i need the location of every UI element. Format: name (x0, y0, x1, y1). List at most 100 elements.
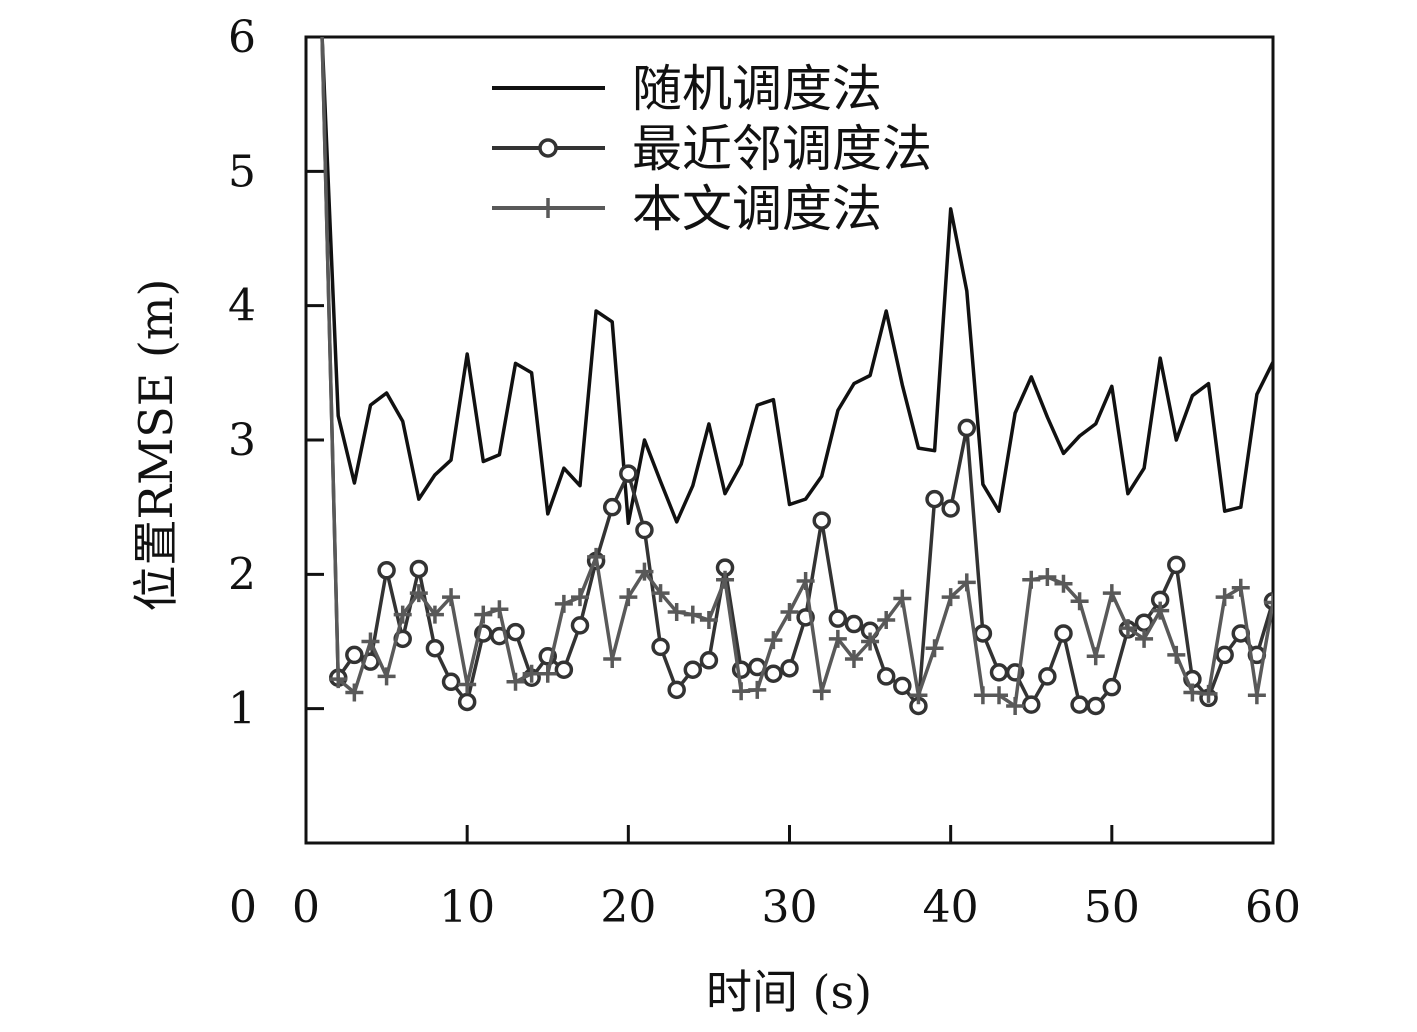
data-point (554, 594, 573, 613)
data-point (1070, 695, 1089, 714)
data-point (748, 680, 767, 699)
legend-label-1: 最近邻调度法 (632, 120, 932, 178)
data-point (506, 672, 525, 691)
data-point (635, 520, 654, 540)
data-point (425, 605, 444, 624)
data-point (876, 667, 896, 686)
data-point (490, 600, 509, 619)
data-point (796, 572, 815, 591)
data-point (1038, 667, 1057, 686)
x-tick-label: 40 (923, 882, 979, 933)
data-point (570, 588, 589, 607)
data-point (1167, 645, 1186, 664)
data-point (828, 609, 848, 628)
data-point (1118, 619, 1137, 638)
data-point (442, 588, 461, 607)
y-tick-label: 4 (228, 281, 256, 332)
data-point (1070, 592, 1089, 611)
data-point (1006, 696, 1025, 715)
data-point (925, 489, 944, 509)
data-point (973, 624, 993, 643)
data-point (1102, 584, 1121, 603)
data-point (699, 651, 719, 670)
data-point (909, 686, 928, 705)
data-point (441, 672, 461, 692)
data-point (764, 664, 783, 683)
data-point (457, 692, 477, 712)
legend-marker-1 (538, 138, 558, 158)
data-point (651, 584, 670, 603)
data-point (1102, 677, 1122, 697)
data-point (957, 418, 977, 438)
data-point (699, 611, 718, 630)
data-point (1183, 683, 1202, 702)
legend-label-0: 随机调度法 (632, 60, 882, 118)
data-point (1135, 629, 1154, 648)
data-point (941, 499, 960, 518)
data-point (425, 638, 445, 658)
y-axis-title: 位置RMSE (m) (129, 279, 183, 612)
data-point (393, 605, 412, 624)
data-point (635, 562, 654, 581)
series-2 (320, 37, 1273, 715)
data-point (409, 584, 428, 603)
data-point (844, 614, 864, 634)
data-point (619, 464, 638, 483)
data-point (602, 497, 622, 517)
x-tick-label: 30 (762, 882, 818, 933)
data-point (667, 602, 686, 621)
data-point (764, 631, 783, 650)
data-point (651, 637, 670, 657)
data-point (990, 686, 1009, 705)
data-point (957, 573, 976, 592)
data-point (1054, 624, 1073, 643)
data-point (941, 588, 960, 607)
data-point (1247, 686, 1266, 705)
data-point (893, 589, 912, 608)
data-point (1151, 601, 1170, 620)
series-layer (320, 37, 1273, 716)
data-point (1054, 574, 1073, 593)
data-point (1199, 684, 1218, 703)
y-origin-label: 0 (229, 882, 257, 933)
x-tick-label: 0 (292, 882, 320, 933)
series-0 (320, 37, 1273, 526)
data-point (522, 664, 541, 683)
data-point (877, 611, 896, 630)
data-point (1022, 695, 1041, 714)
data-point (1215, 645, 1234, 665)
data-point (1038, 568, 1057, 587)
series-1 (320, 37, 1273, 716)
data-point (474, 605, 493, 624)
data-point (361, 632, 380, 651)
data-point (812, 511, 831, 530)
data-point (619, 588, 638, 607)
data-point (506, 622, 525, 642)
data-point (329, 670, 348, 689)
data-point (458, 675, 477, 694)
data-point (1215, 588, 1234, 607)
series-line-1 (320, 37, 1273, 708)
y-tick-label: 1 (228, 684, 256, 735)
data-point (587, 547, 606, 566)
data-point (1167, 555, 1186, 575)
data-point (780, 659, 799, 678)
data-point (1264, 593, 1273, 612)
data-point (1086, 696, 1105, 716)
data-point (1022, 570, 1041, 589)
data-point (893, 676, 912, 696)
x-axis-title: 时间 (s) (706, 965, 872, 1019)
y-tick-label: 3 (228, 415, 256, 466)
data-point (828, 629, 847, 648)
legend: 随机调度法 最近邻调度法 本文调度法 (492, 60, 932, 238)
data-point (603, 649, 622, 668)
data-point (732, 682, 751, 701)
data-point (812, 682, 831, 701)
x-tick-label: 10 (439, 882, 495, 933)
data-point (989, 663, 1009, 682)
y-tick-label: 2 (228, 549, 256, 600)
data-point (780, 602, 799, 621)
data-point (1231, 578, 1250, 597)
